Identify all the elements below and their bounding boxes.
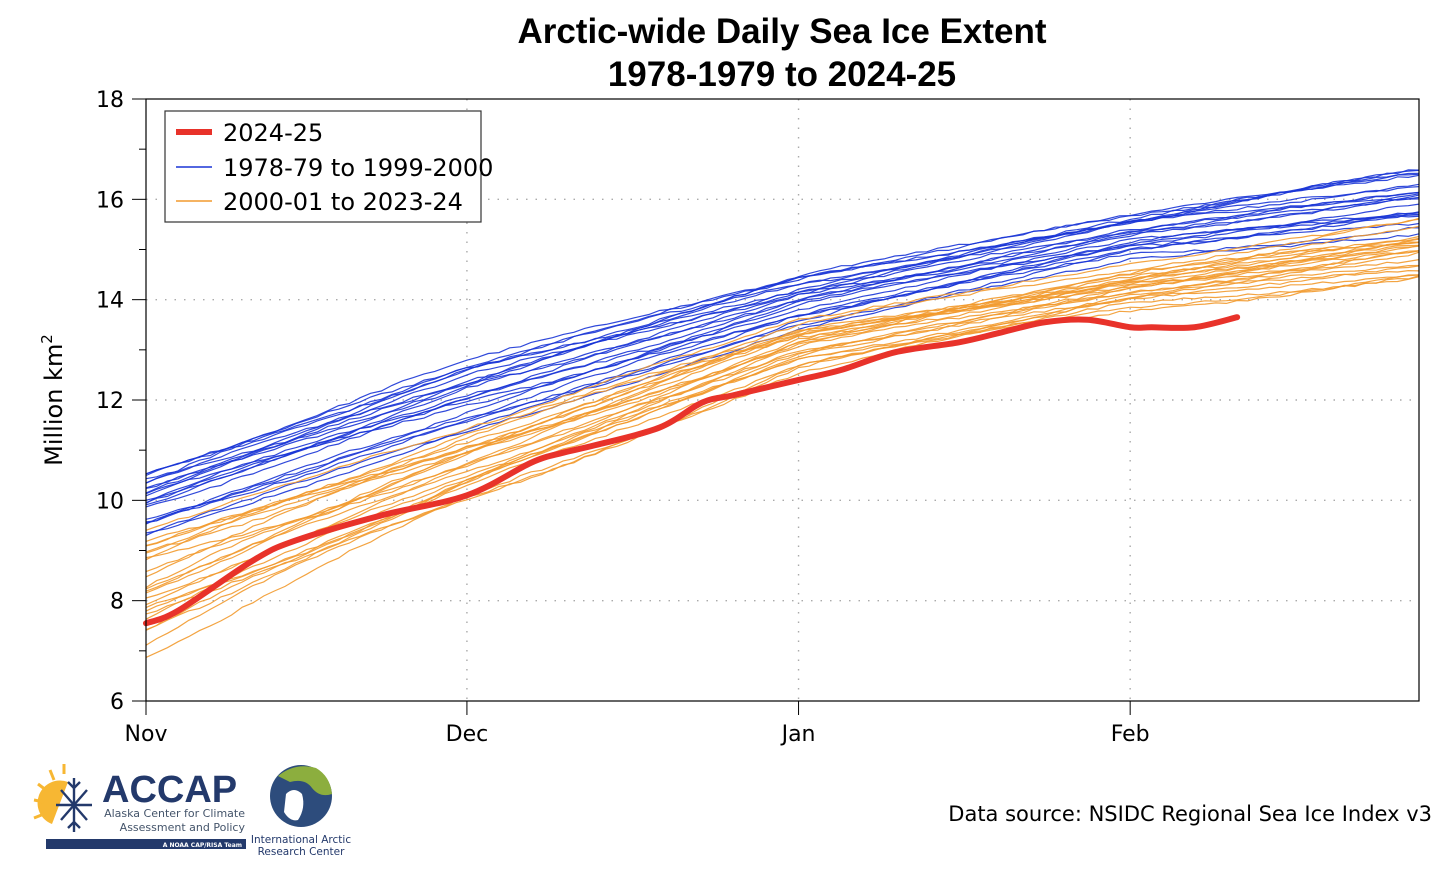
data-source-note: Data source: NSIDC Regional Sea Ice Inde…	[948, 802, 1432, 826]
historical-season-line	[145, 196, 1420, 504]
accap-banner	[46, 839, 246, 849]
recent-season-line	[145, 218, 1420, 531]
iarc-logo: International Arctic Research Center	[251, 765, 351, 858]
recent-season-line	[145, 235, 1420, 547]
legend-label-current: 2024-25	[223, 119, 323, 147]
recent-season-line	[145, 217, 1420, 561]
historical-series-group	[145, 169, 1420, 536]
recent-season-line	[145, 259, 1420, 599]
historical-season-line	[145, 174, 1420, 477]
sun-icon	[33, 764, 68, 824]
y-tick-label: 8	[110, 590, 124, 615]
recent-season-line	[145, 244, 1420, 547]
globe-icon	[270, 765, 332, 827]
accap-line2: Assessment and Policy	[120, 821, 246, 834]
current-season-line	[143, 314, 1241, 627]
recent-season-line	[145, 225, 1420, 573]
recent-season-line	[145, 245, 1420, 554]
y-axis-label: Million km2	[38, 334, 68, 466]
recent-season-line	[145, 237, 1420, 589]
historical-season-line	[145, 186, 1420, 475]
recent-season-line	[145, 265, 1420, 606]
historical-season-line	[145, 191, 1420, 489]
x-tick-label: Jan	[780, 722, 816, 747]
historical-season-line	[145, 226, 1420, 525]
recent-season-line	[145, 250, 1420, 592]
historical-season-line	[145, 211, 1420, 523]
accap-logo: ACCAP Alaska Center for Climate Assessme…	[33, 764, 246, 849]
chart-title: Arctic-wide Daily Sea Ice Extent	[517, 12, 1046, 51]
y-tick-label: 14	[96, 289, 124, 314]
historical-season-line	[145, 191, 1420, 495]
current-series-group	[143, 314, 1241, 627]
historical-season-line	[145, 222, 1420, 536]
x-tick-label: Dec	[446, 722, 489, 747]
y-tick-label: 6	[110, 690, 124, 715]
historical-season-line	[145, 214, 1420, 508]
historical-season-line	[145, 173, 1420, 489]
recent-series-group	[145, 217, 1420, 658]
legend-box	[164, 110, 482, 223]
y-tick-label: 16	[96, 188, 124, 213]
recent-season-line	[145, 264, 1420, 615]
recent-season-line	[145, 244, 1420, 590]
legend: 2024-25 1978-79 to 1999-2000 2000-01 to …	[164, 110, 493, 223]
iarc-line1: International Arctic	[251, 834, 351, 846]
historical-season-line	[145, 212, 1420, 501]
recent-season-line	[145, 241, 1420, 553]
y-tick-label: 10	[96, 489, 124, 514]
y-tick-label: 12	[96, 389, 124, 414]
axes: 6 8 10 12 14 16 18 Nov Dec Jan Feb	[96, 88, 1150, 747]
historical-season-line	[145, 193, 1420, 497]
recent-season-line	[145, 276, 1420, 658]
y-tick-label: 18	[96, 88, 124, 113]
recent-season-line	[145, 274, 1420, 646]
accap-line1: Alaska Center for Climate	[104, 807, 245, 820]
x-tick-label: Nov	[125, 722, 168, 747]
snowflake-icon	[56, 778, 92, 832]
historical-season-line	[145, 172, 1420, 475]
legend-label-historical: 1978-79 to 1999-2000	[223, 154, 493, 182]
iarc-line2: Research Center	[258, 846, 346, 858]
chart-subtitle: 1978-1979 to 2024-25	[608, 55, 956, 94]
recent-season-line	[145, 274, 1420, 631]
accap-wordmark: ACCAP	[102, 769, 237, 811]
x-tick-label: Feb	[1111, 722, 1150, 747]
legend-label-recent: 2000-01 to 2023-24	[223, 188, 463, 216]
accap-tagline: A NOAA CAP/RISA Team	[163, 842, 242, 849]
historical-season-line	[145, 169, 1420, 484]
recent-season-line	[145, 275, 1420, 631]
historical-season-line	[145, 169, 1420, 484]
